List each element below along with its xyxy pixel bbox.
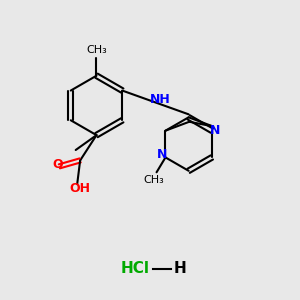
Text: N: N <box>210 124 220 137</box>
Text: H: H <box>174 261 187 276</box>
Text: CH₃: CH₃ <box>143 175 164 185</box>
Text: N: N <box>157 148 168 161</box>
Text: HCl: HCl <box>121 261 150 276</box>
Text: NH: NH <box>149 93 170 106</box>
Text: CH₃: CH₃ <box>86 45 107 56</box>
Text: OH: OH <box>70 182 91 195</box>
Text: O: O <box>52 158 63 171</box>
